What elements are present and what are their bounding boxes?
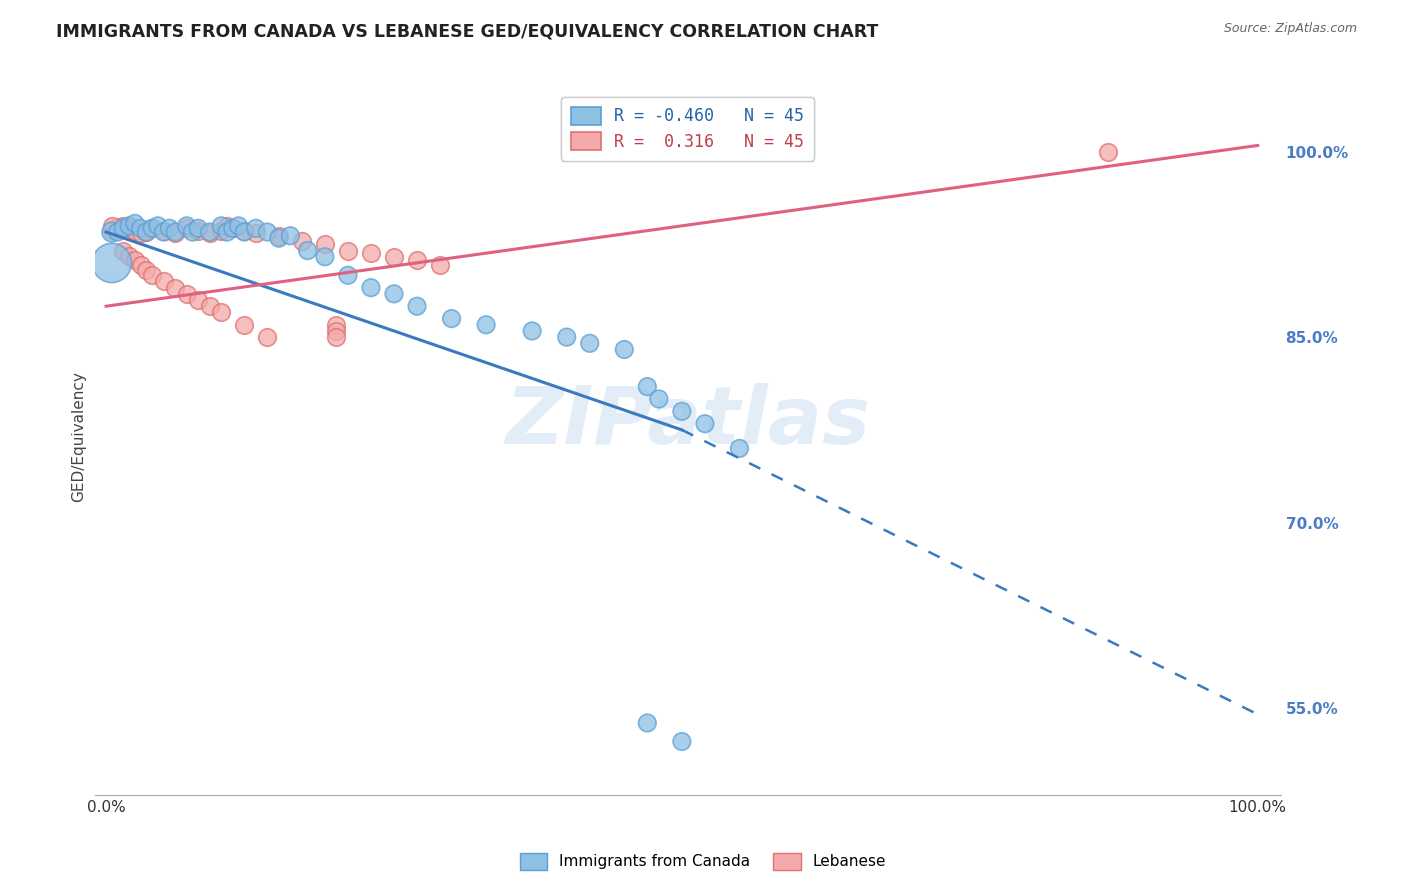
Point [165,225,187,239]
Point [429,259,451,273]
Point [648,392,671,406]
Point [314,237,336,252]
Point [135,225,157,239]
Point [671,404,693,418]
Point [297,244,319,258]
Point [135,263,157,277]
Text: IMMIGRANTS FROM CANADA VS LEBANESE GED/EQUIVALENCY CORRELATION CHART: IMMIGRANTS FROM CANADA VS LEBANESE GED/E… [56,22,879,40]
Point [141,221,163,235]
Point [336,244,359,258]
Point [187,224,209,238]
Point [233,318,256,332]
Point [187,293,209,307]
Point [267,231,290,245]
Point [209,305,232,319]
Point [165,227,187,241]
Text: ZIPatlas: ZIPatlas [505,383,870,461]
Point [198,227,221,241]
Point [152,275,174,289]
Point [112,221,135,235]
Point [129,259,152,273]
Point [245,221,267,235]
Point [636,716,658,731]
Point [124,253,146,268]
Point [555,330,578,344]
Point [141,268,163,283]
Point [152,224,174,238]
Point [267,228,290,243]
Point [176,286,198,301]
Point [181,225,204,239]
Legend: Immigrants from Canada, Lebanese: Immigrants from Canada, Lebanese [512,846,894,877]
Point [129,227,152,241]
Point [146,219,169,233]
Point [613,343,636,357]
Point [107,225,129,239]
Point [101,219,124,233]
Point [165,281,187,295]
Point [314,250,336,264]
Point [671,734,693,748]
Point [124,216,146,230]
Point [578,336,600,351]
Point [198,225,221,239]
Point [118,219,141,233]
Point [101,222,124,236]
Point [360,281,382,295]
Point [141,221,163,235]
Point [135,225,157,239]
Point [112,219,135,233]
Point [129,221,152,235]
Point [209,219,232,233]
Point [233,225,256,239]
Point [382,286,405,301]
Point [209,224,232,238]
Point [233,224,256,238]
Point [107,220,129,235]
Point [118,248,141,262]
Point [215,225,238,239]
Point [291,234,314,248]
Point [325,318,347,332]
Point [693,417,716,431]
Point [245,227,267,241]
Point [406,253,429,268]
Legend: R = -0.460   N = 45, R =  0.316   N = 45: R = -0.460 N = 45, R = 0.316 N = 45 [561,96,814,161]
Point [522,324,544,338]
Point [215,219,238,233]
Point [198,299,221,313]
Point [256,330,278,344]
Point [176,221,198,235]
Text: Source: ZipAtlas.com: Source: ZipAtlas.com [1223,22,1357,36]
Point [406,299,429,313]
Point [222,221,245,235]
Point [101,256,124,270]
Point [325,330,347,344]
Point [280,228,302,243]
Point [256,225,278,239]
Point [222,221,245,235]
Point [475,318,498,332]
Point [112,244,135,258]
Point [101,225,124,239]
Point [228,219,250,233]
Point [360,246,382,260]
Point [118,221,141,235]
Y-axis label: GED/Equivalency: GED/Equivalency [72,371,86,501]
Point [325,324,347,338]
Point [176,219,198,233]
Point [336,268,359,283]
Point [440,311,463,326]
Point [159,221,181,235]
Point [152,225,174,239]
Point [636,379,658,393]
Point [187,221,209,235]
Point [124,224,146,238]
Point [382,250,405,264]
Point [728,442,751,456]
Point [1097,145,1119,159]
